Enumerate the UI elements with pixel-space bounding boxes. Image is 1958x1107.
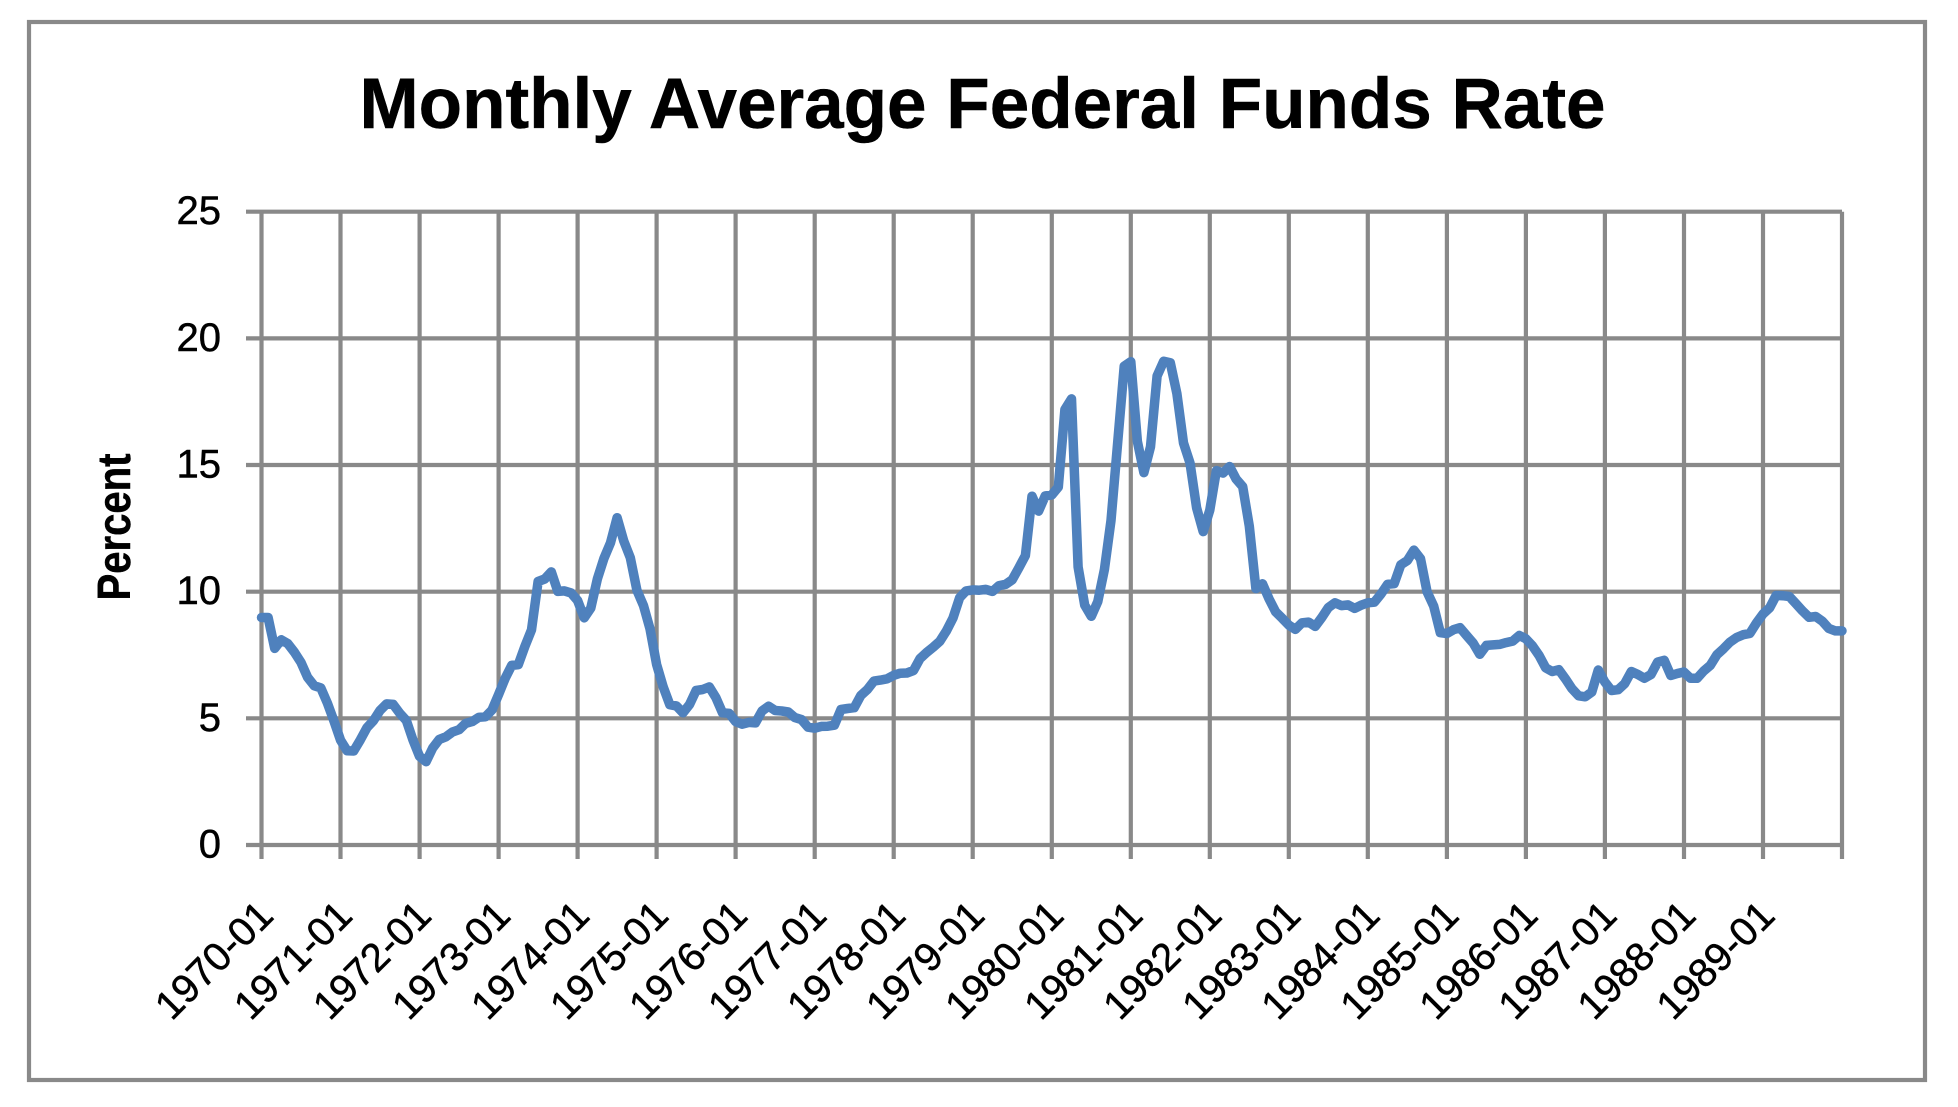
svg-text:0: 0	[199, 823, 221, 867]
svg-text:15: 15	[177, 443, 222, 487]
svg-text:20: 20	[177, 316, 222, 360]
svg-text:25: 25	[177, 189, 222, 233]
svg-text:Percent: Percent	[88, 454, 140, 601]
svg-text:5: 5	[199, 696, 221, 740]
svg-text:Monthly Average Federal Funds: Monthly Average Federal Funds Rate	[360, 65, 1606, 144]
svg-text:10: 10	[177, 569, 222, 613]
